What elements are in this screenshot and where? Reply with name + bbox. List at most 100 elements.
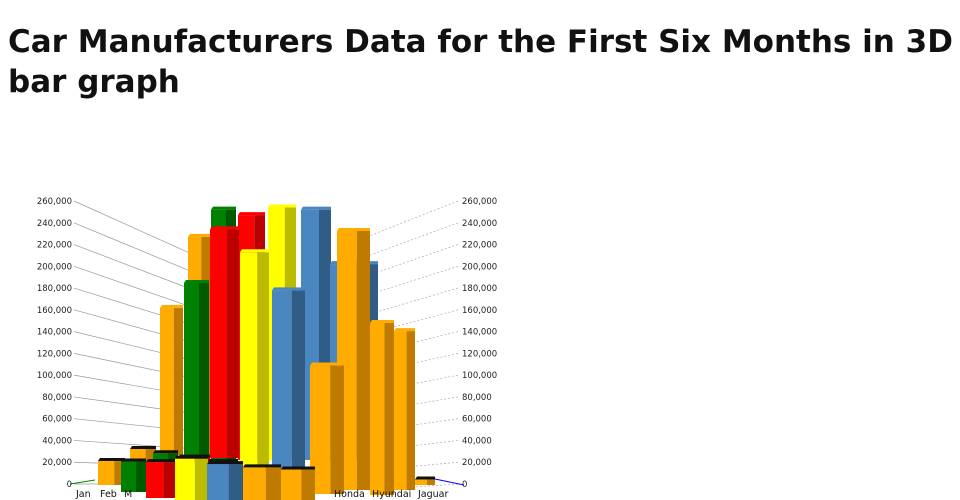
bar-front: [160, 308, 174, 455]
x-category-label: Jan: [75, 489, 91, 500]
bar-side: [173, 308, 183, 455]
bar-top: [188, 233, 210, 237]
bar-top: [281, 466, 315, 470]
bar-top: [337, 227, 370, 231]
bar-side: [330, 365, 344, 494]
axis-line: [434, 478, 465, 486]
y-tick-label-left: 100,000: [37, 371, 72, 381]
bar-front: [243, 467, 266, 500]
y-tick-label-left: 160,000: [37, 306, 72, 316]
y-tick-label-right: 200,000: [462, 262, 497, 272]
bar-top: [240, 249, 269, 253]
bar: [240, 249, 269, 470]
bar: [210, 226, 239, 458]
y-tick-label-right: 140,000: [462, 328, 497, 338]
y-tick-label-right: 0: [462, 480, 467, 490]
y-tick-label-left: 80,000: [42, 393, 72, 403]
y-tick-label-left: 140,000: [37, 328, 72, 338]
gridline-right: [369, 244, 459, 276]
bar-front: [272, 290, 292, 470]
y-tick-label-left: 60,000: [42, 415, 72, 425]
bar-top: [268, 204, 296, 208]
gridline-left: [73, 265, 201, 311]
bar-side: [265, 467, 281, 500]
bar: [146, 459, 175, 498]
bar: [394, 328, 415, 490]
bar: [160, 305, 183, 455]
gridline-left: [73, 244, 201, 293]
bar: [272, 287, 305, 470]
bar-top: [207, 461, 243, 465]
bar: [243, 464, 281, 500]
gridline-right: [369, 222, 459, 256]
bar-top: [184, 280, 209, 284]
bar-side: [356, 230, 370, 490]
bar-side: [114, 461, 125, 485]
bar-front: [240, 252, 258, 470]
bar: [207, 461, 243, 500]
y-tick-label-right: 80,000: [462, 393, 492, 403]
bar-side: [136, 461, 146, 492]
bar-side: [427, 479, 435, 485]
bar: [153, 450, 178, 462]
gridline-left: [73, 200, 201, 258]
page-title: Car Manufacturers Data for the First Six…: [8, 24, 953, 100]
y-tick-label-right: 120,000: [462, 349, 497, 359]
bar-side: [194, 458, 208, 500]
bar: [121, 458, 146, 492]
bar-top: [121, 458, 146, 462]
y-tick-label-left: 240,000: [37, 219, 72, 229]
bar-side: [384, 323, 394, 495]
bar-front: [146, 462, 164, 498]
y-tick-label-right: 180,000: [462, 284, 497, 294]
bar-top: [370, 320, 394, 324]
gridline-right: [369, 309, 459, 334]
bar-top: [394, 328, 415, 332]
bar-top: [211, 206, 236, 210]
bar-side: [301, 469, 315, 500]
bar: [281, 466, 315, 500]
gridline-left: [73, 222, 201, 276]
bar-front: [175, 458, 195, 500]
bar-side: [163, 462, 175, 498]
y-tick-label-left: 220,000: [37, 241, 72, 251]
z-category-label: Jaguar: [417, 489, 448, 500]
bar-front: [121, 461, 136, 492]
bar-top: [238, 212, 265, 216]
gridline-right: [369, 265, 459, 295]
bar-front: [207, 464, 229, 500]
bar-top: [98, 458, 125, 462]
bar-top: [208, 458, 238, 462]
y-tick-label-right: 40,000: [462, 436, 492, 446]
gridline-right: [369, 200, 459, 236]
bar-top: [243, 464, 281, 468]
bar: [370, 320, 394, 495]
bar-front: [184, 283, 199, 455]
bar-top: [272, 287, 305, 291]
bar: [310, 362, 344, 494]
gridline-right: [369, 287, 459, 315]
3d-bar-chart: 0 0 20,000 20,000 40,000 40,000 60,000 60,000 80…: [37, 197, 497, 500]
x-category-label: Feb: [100, 489, 117, 500]
bar-top: [175, 455, 208, 459]
y-tick-label-right: 160,000: [462, 306, 497, 316]
bar-top: [415, 476, 435, 480]
bar-side: [228, 464, 243, 500]
bar-front: [98, 461, 115, 485]
y-tick-label-right: 60,000: [462, 415, 492, 425]
bar-top: [130, 445, 156, 449]
y-tick-label-right: 20,000: [462, 458, 492, 468]
y-tick-label-left: 0: [67, 480, 72, 490]
bar: [175, 455, 208, 500]
y-tick-label-left: 200,000: [37, 262, 72, 272]
z-category-label: Honda: [334, 489, 365, 500]
bar-side: [406, 331, 415, 490]
y-tick-label-left: 260,000: [37, 197, 72, 207]
bar-front: [210, 229, 228, 458]
bar: [184, 280, 209, 455]
y-tick-label-left: 180,000: [37, 284, 72, 294]
bar: [415, 476, 435, 485]
bar-top: [160, 305, 183, 309]
z-category-label: Hyundai: [372, 489, 411, 500]
y-tick-label-right: 220,000: [462, 241, 497, 251]
